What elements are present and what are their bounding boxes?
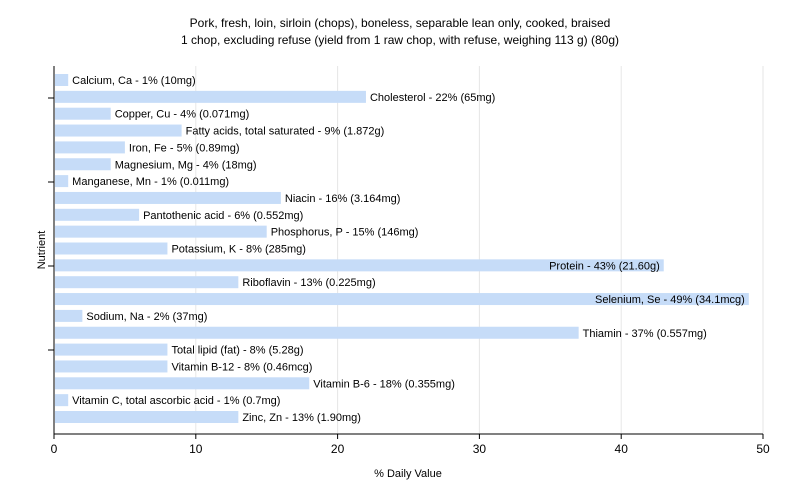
x-tick-label: 0	[51, 442, 58, 456]
bar	[55, 74, 69, 86]
chart-title-line-1: Pork, fresh, loin, sirloin (chops), bone…	[190, 16, 611, 30]
bar-label: Niacin - 16% (3.164mg)	[285, 193, 401, 205]
bar-labels: Calcium, Ca - 1% (10mg) Cholesterol - 22%…	[72, 75, 745, 424]
bar	[55, 411, 239, 423]
bar	[55, 90, 366, 103]
bar-label: Riboflavin - 13% (0.225mg)	[242, 277, 375, 289]
bar	[55, 377, 310, 390]
bar	[55, 191, 281, 204]
bars	[55, 74, 749, 423]
bar-label: Cholesterol - 22% (65mg)	[370, 92, 495, 104]
bar-label: Fatty acids, total saturated - 9% (1.872…	[186, 126, 385, 138]
bar	[55, 309, 83, 322]
bar-label: Total lipid (fat) - 8% (5.28g)	[171, 345, 303, 357]
bar-label: Selenium, Se - 49% (34.1mcg)	[595, 294, 745, 306]
x-tick-label: 40	[615, 442, 629, 456]
bar	[55, 394, 69, 407]
bar	[55, 343, 168, 356]
bar-label: Sodium, Na - 2% (37mg)	[86, 311, 207, 323]
x-tick-label: 10	[189, 442, 203, 456]
bar	[55, 242, 168, 255]
bar-label: Vitamin B-12 - 8% (0.46mcg)	[171, 361, 312, 373]
x-tick-label: 20	[331, 442, 345, 456]
bar-label: Calcium, Ca - 1% (10mg)	[72, 75, 195, 87]
x-tick-label: 50	[756, 442, 770, 456]
x-ticks: 0 10 20 30 40 50	[48, 97, 770, 456]
bar	[55, 124, 182, 137]
bar-label: Vitamin C, total ascorbic acid - 1% (0.7…	[72, 395, 280, 407]
x-axis-title: % Daily Value	[374, 468, 442, 480]
x-tick-label: 30	[473, 442, 487, 456]
bar-label: Zinc, Zn - 13% (1.90mg)	[242, 412, 361, 424]
bar-label: Thiamin - 37% (0.557mg)	[583, 328, 707, 340]
bar	[55, 107, 111, 120]
axes	[53, 66, 763, 435]
y-axis-title: Nutrient	[36, 231, 48, 270]
bar-label: Potassium, K - 8% (285mg)	[171, 244, 306, 256]
bar	[55, 360, 168, 373]
bar-label: Iron, Fe - 5% (0.89mg)	[129, 142, 240, 154]
bar-label: Phosphorus, P - 15% (146mg)	[271, 227, 419, 239]
bar-label: Protein - 43% (21.60g)	[549, 260, 660, 272]
bar	[55, 158, 111, 171]
bar-label: Copper, Cu - 4% (0.071mg)	[115, 109, 250, 121]
bar	[55, 276, 239, 289]
bar	[55, 326, 579, 339]
bar	[55, 293, 749, 306]
bar-label: Magnesium, Mg - 4% (18mg)	[115, 159, 257, 171]
bar	[55, 208, 140, 221]
grid-lines	[195, 66, 764, 434]
bar	[55, 175, 69, 188]
bar	[55, 225, 267, 238]
bar-label: Pantothenic acid - 6% (0.552mg)	[143, 210, 303, 222]
bar	[55, 259, 664, 272]
chart-title-line-2: 1 chop, excluding refuse (yield from 1 r…	[181, 33, 619, 47]
bar-label: Manganese, Mn - 1% (0.011mg)	[72, 176, 229, 188]
bar	[55, 141, 125, 154]
bar-label: Vitamin B-6 - 18% (0.355mg)	[313, 378, 455, 390]
